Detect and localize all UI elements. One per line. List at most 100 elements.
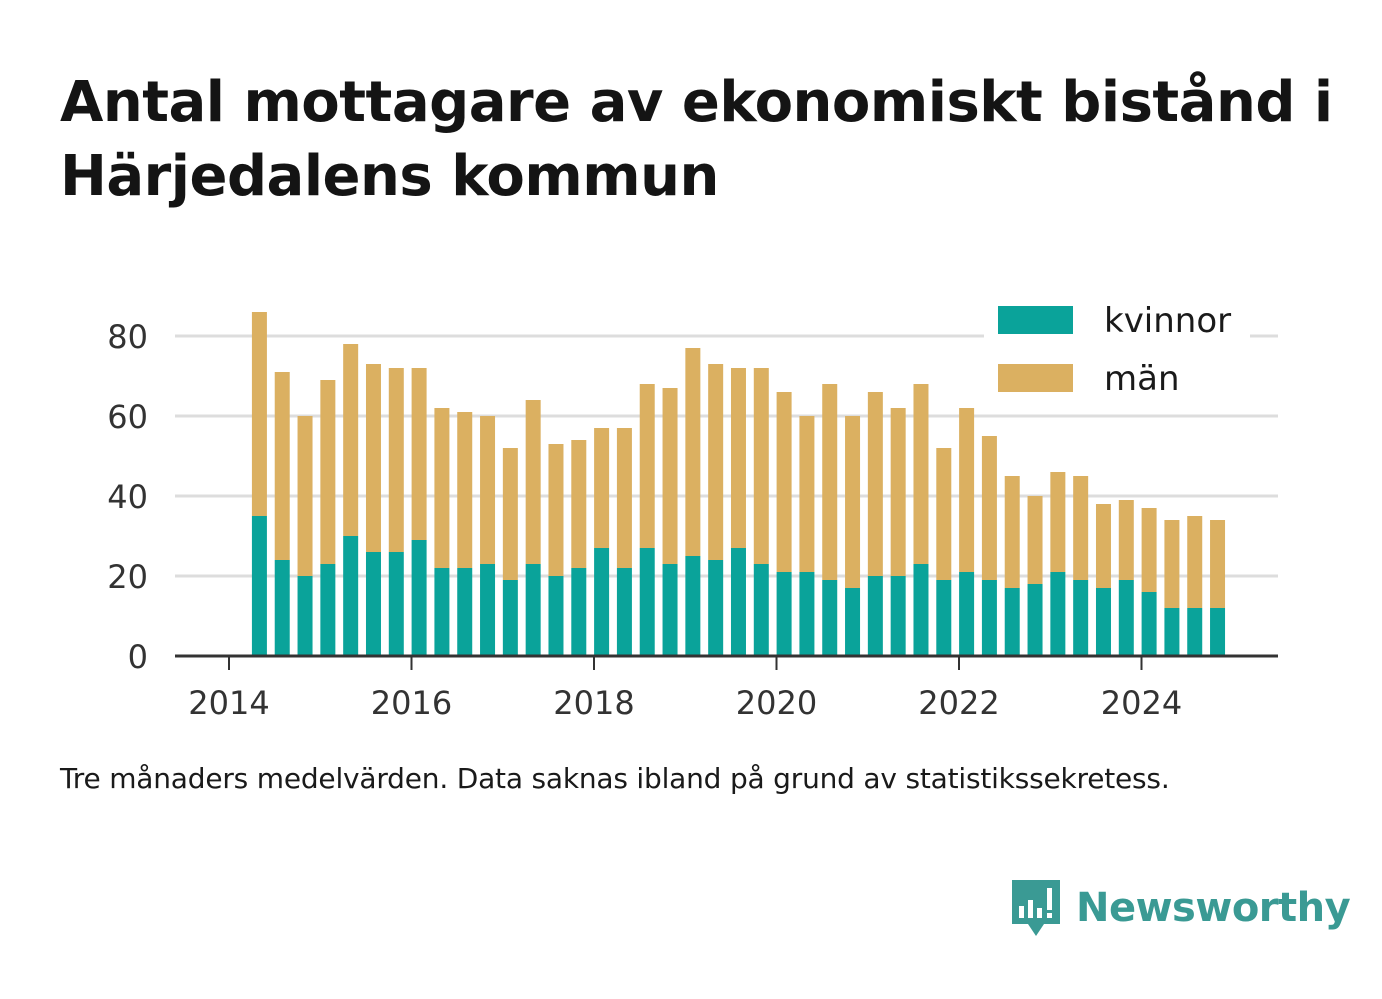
x-tick-label: 2014 bbox=[188, 684, 269, 722]
bar-kvinnor bbox=[981, 580, 997, 656]
bar-man bbox=[1141, 508, 1157, 592]
bar-kvinnor bbox=[1073, 580, 1089, 656]
bar-kvinnor bbox=[434, 568, 450, 656]
bar-man bbox=[1027, 496, 1043, 584]
bar-man bbox=[1187, 516, 1203, 608]
bar-man bbox=[799, 416, 815, 572]
bar-man bbox=[297, 416, 313, 576]
bar-kvinnor bbox=[480, 564, 496, 656]
bar-man bbox=[594, 428, 610, 548]
bar-man bbox=[274, 372, 290, 560]
bar-kvinnor bbox=[274, 560, 290, 656]
bar-man bbox=[480, 416, 496, 564]
bar-man bbox=[548, 444, 564, 576]
bar-kvinnor bbox=[365, 552, 381, 656]
bar-kvinnor bbox=[320, 564, 336, 656]
bar-man bbox=[388, 368, 404, 552]
x-tick-label: 2020 bbox=[736, 684, 817, 722]
legend-swatch-kvinnor bbox=[998, 306, 1073, 334]
bar-man bbox=[708, 364, 724, 560]
stacked-bar-chart: 0 20 40 60 80 2014 2016 2018 2020 2022 2024 kvinn… bbox=[107, 294, 1278, 722]
bar-kvinnor bbox=[616, 568, 632, 656]
bar-man bbox=[639, 384, 655, 548]
bar-kvinnor bbox=[890, 576, 906, 656]
y-axis-ticks: 0 20 40 60 80 bbox=[107, 318, 148, 676]
y-tick-label: 0 bbox=[128, 638, 148, 676]
bar-kvinnor bbox=[936, 580, 952, 656]
y-tick-label: 60 bbox=[107, 398, 148, 436]
bar-man bbox=[1164, 520, 1180, 608]
bar-kvinnor bbox=[548, 576, 564, 656]
bar-kvinnor bbox=[571, 568, 587, 656]
bar-man bbox=[1004, 476, 1020, 588]
bar-man bbox=[616, 428, 632, 568]
chart-title: Antal mottagare av ekonomiskt bistånd i … bbox=[60, 70, 1333, 209]
legend: kvinnor män bbox=[984, 294, 1250, 412]
bar-kvinnor bbox=[251, 516, 267, 656]
y-tick-label: 20 bbox=[107, 558, 148, 596]
bar-man bbox=[913, 384, 929, 564]
x-tick-label: 2022 bbox=[918, 684, 999, 722]
bars bbox=[251, 312, 1226, 656]
bar-kvinnor bbox=[297, 576, 313, 656]
bar-man bbox=[822, 384, 838, 580]
bar-man bbox=[1095, 504, 1111, 588]
bar-man bbox=[890, 408, 906, 576]
bar-man bbox=[411, 368, 427, 540]
bar-man bbox=[845, 416, 861, 588]
bar-man bbox=[457, 412, 473, 568]
x-axis-ticks: 2014 2016 2018 2020 2022 2024 bbox=[188, 656, 1182, 722]
bar-kvinnor bbox=[411, 540, 427, 656]
legend-label-kvinnor: kvinnor bbox=[1104, 301, 1231, 341]
bar-kvinnor bbox=[457, 568, 473, 656]
bar-kvinnor bbox=[1095, 588, 1111, 656]
bar-kvinnor bbox=[776, 572, 792, 656]
bar-kvinnor bbox=[594, 548, 610, 656]
y-tick-label: 40 bbox=[107, 478, 148, 516]
legend-label-man: män bbox=[1104, 359, 1180, 399]
bar-kvinnor bbox=[1118, 580, 1134, 656]
bar-kvinnor bbox=[753, 564, 769, 656]
bar-kvinnor bbox=[1141, 592, 1157, 656]
y-tick-label: 80 bbox=[107, 318, 148, 356]
bar-kvinnor bbox=[502, 580, 518, 656]
bar-man bbox=[525, 400, 541, 564]
bar-kvinnor bbox=[662, 564, 678, 656]
bar-man bbox=[685, 348, 701, 556]
bar-kvinnor bbox=[343, 536, 359, 656]
newsworthy-logo-icon bbox=[1012, 880, 1060, 936]
bar-kvinnor bbox=[708, 560, 724, 656]
bar-man bbox=[662, 388, 678, 564]
bar-man bbox=[434, 408, 450, 568]
bar-kvinnor bbox=[730, 548, 746, 656]
bar-kvinnor bbox=[822, 580, 838, 656]
bar-kvinnor bbox=[639, 548, 655, 656]
bar-kvinnor bbox=[1027, 584, 1043, 656]
bar-man bbox=[571, 440, 587, 568]
bar-kvinnor bbox=[1187, 608, 1203, 656]
bar-kvinnor bbox=[867, 576, 883, 656]
legend-swatch-man bbox=[998, 364, 1073, 392]
bar-man bbox=[936, 448, 952, 580]
bar-kvinnor bbox=[1050, 572, 1066, 656]
bar-kvinnor bbox=[1210, 608, 1226, 656]
brand-logo: Newsworthy bbox=[1010, 878, 1351, 938]
bar-man bbox=[365, 364, 381, 552]
bar-man bbox=[959, 408, 975, 572]
bar-man bbox=[1118, 500, 1134, 580]
footnote: Tre månaders medelvärden. Data saknas ib… bbox=[60, 762, 1170, 795]
bar-man bbox=[1210, 520, 1226, 608]
bar-man bbox=[251, 312, 267, 516]
bar-man bbox=[776, 392, 792, 572]
bar-man bbox=[343, 344, 359, 536]
bar-man bbox=[730, 368, 746, 548]
bar-kvinnor bbox=[913, 564, 929, 656]
x-tick-label: 2016 bbox=[371, 684, 452, 722]
bar-kvinnor bbox=[525, 564, 541, 656]
bar-man bbox=[981, 436, 997, 580]
x-tick-label: 2024 bbox=[1101, 684, 1182, 722]
bar-man bbox=[753, 368, 769, 564]
bar-kvinnor bbox=[845, 588, 861, 656]
bar-man bbox=[1050, 472, 1066, 572]
bar-kvinnor bbox=[959, 572, 975, 656]
